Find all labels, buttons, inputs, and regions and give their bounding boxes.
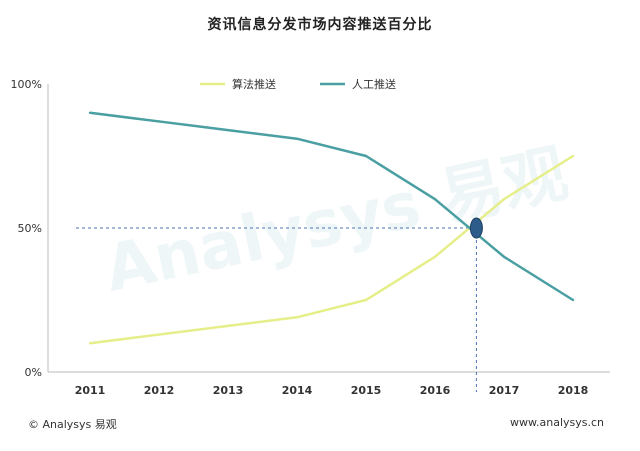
x-tick-label: 2011 xyxy=(75,384,106,397)
y-tick-label: 100% xyxy=(11,78,42,91)
x-tick-label: 2014 xyxy=(282,384,313,397)
x-tick-label: 2013 xyxy=(213,384,244,397)
series-line-2 xyxy=(89,111,574,302)
source-label: © Analysys 易观 xyxy=(28,418,117,431)
source-url[interactable]: www.analysys.cn xyxy=(510,416,604,429)
series-1-point xyxy=(502,198,506,201)
x-tick-label: 2012 xyxy=(144,384,175,397)
series-2-point xyxy=(502,255,506,258)
series-2-point xyxy=(364,154,368,158)
series-1-point xyxy=(88,342,92,345)
y-tick-label: 0% xyxy=(25,366,42,379)
series-2-point xyxy=(295,137,299,140)
legend-label: 人工推送 xyxy=(352,77,396,91)
x-tick-label: 2017 xyxy=(489,384,520,397)
series-1-point xyxy=(157,333,161,336)
series-1-point xyxy=(295,316,299,319)
legend-label: 算法推送 xyxy=(232,77,276,91)
y-tick-label: 50% xyxy=(18,222,42,235)
crossover-marker xyxy=(469,217,483,239)
series-2-point xyxy=(157,120,161,123)
x-tick-label: 2015 xyxy=(351,384,382,397)
chart-title: 资讯信息分发市场内容推送百分比 xyxy=(207,17,433,33)
series-2-point xyxy=(571,298,575,302)
series-1-point xyxy=(433,255,437,258)
series-2-point xyxy=(433,198,437,201)
x-tick-label: 2018 xyxy=(558,384,589,397)
x-tick-label: 2016 xyxy=(420,384,451,397)
series-2-point xyxy=(226,128,230,132)
series-1-point xyxy=(571,154,575,158)
series-line-1 xyxy=(89,154,574,345)
series-1-point xyxy=(364,298,368,302)
series-1-point xyxy=(226,324,230,328)
series-2-point xyxy=(88,111,92,115)
